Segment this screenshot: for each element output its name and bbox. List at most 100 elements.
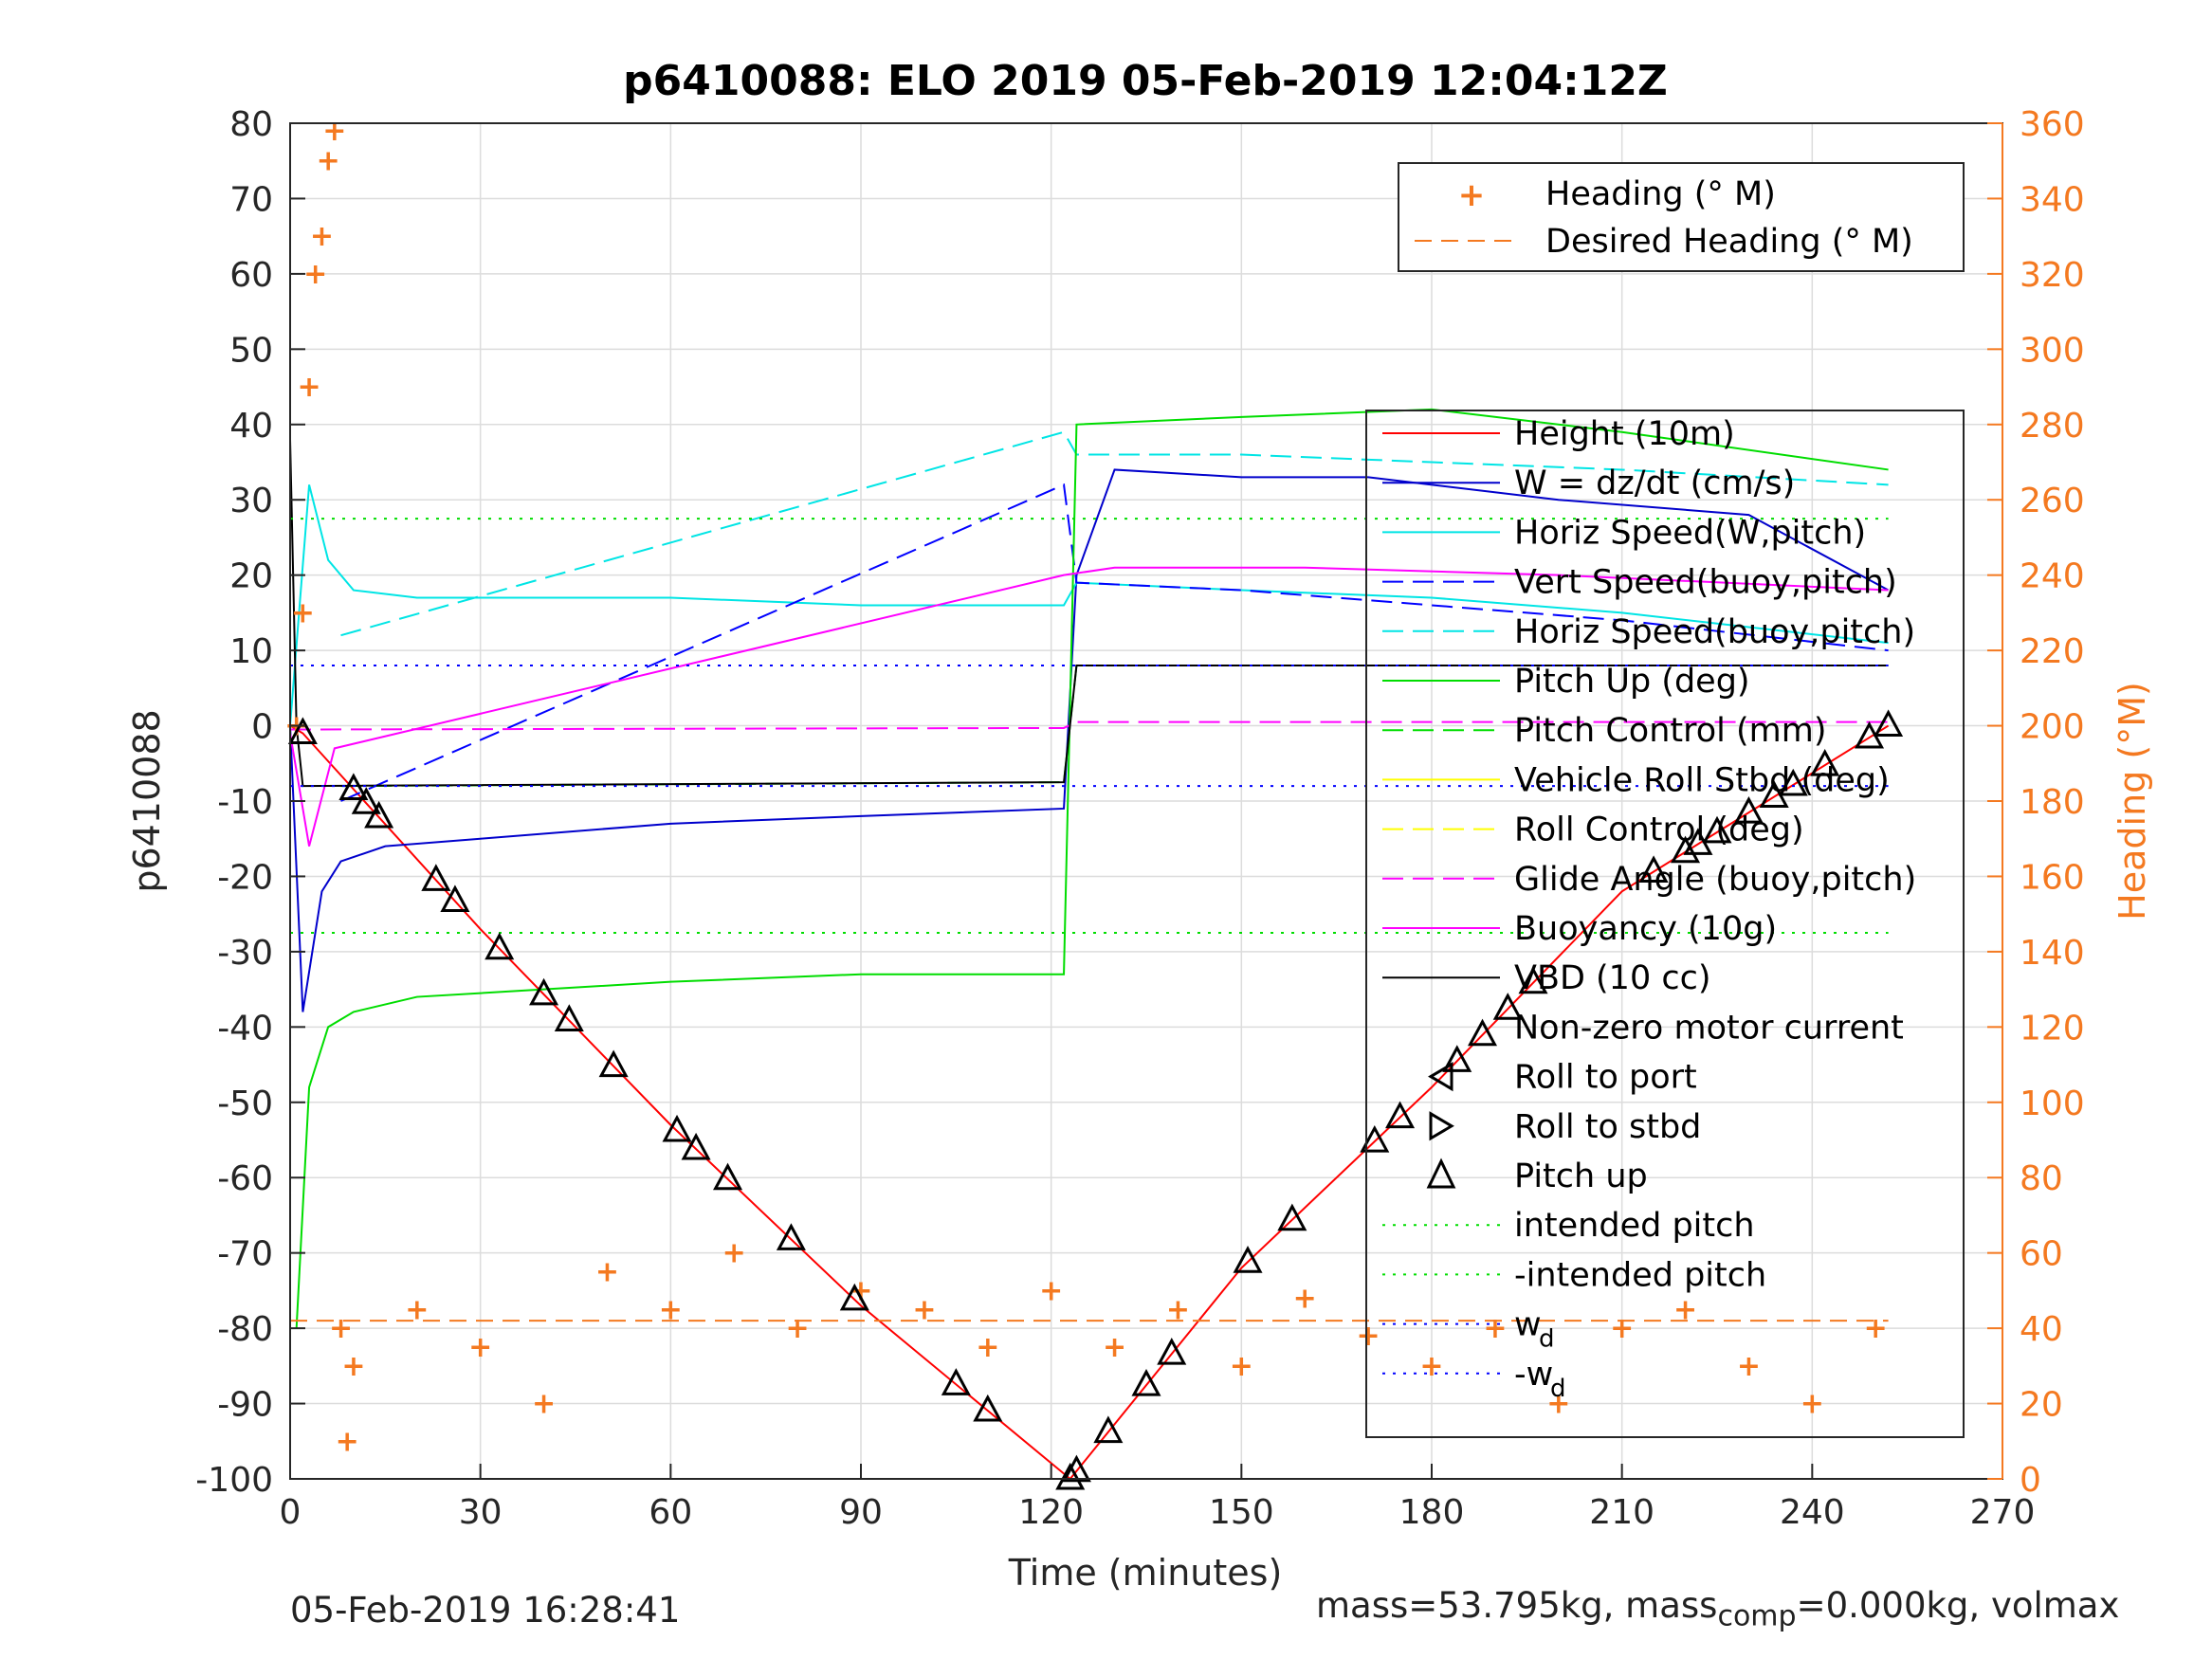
series-pitch-up-deg	[295, 408, 1889, 1329]
legend-desired-heading-label: Desired Heading (° M)	[1545, 223, 1913, 261]
pitch-up-marker	[839, 1283, 869, 1311]
y-tick-label: 60	[229, 256, 273, 295]
pitch-up-marker	[1442, 1045, 1472, 1072]
series-glide-angle-buoy-pitch	[289, 720, 1889, 731]
x-tick-label: 270	[1970, 1493, 2036, 1532]
legend-heading: + Heading (° M) Desired Heading (° M)	[1398, 162, 1965, 272]
heading-point: +	[1610, 1312, 1634, 1345]
legend-vert-speed-buoy-pitch-label: Vert Speed(buoy,pitch)	[1514, 564, 1897, 602]
y2-tick-label: 260	[2020, 482, 2085, 520]
pitch-up-marker	[1778, 768, 1808, 796]
y2-tick-label: 100	[2020, 1085, 2085, 1123]
legend-buoyancy-10g-label: Buoyancy (10g)	[1514, 910, 1777, 948]
series-horiz-speed-buoy-pitch	[340, 430, 1889, 637]
legend-main: Height (10m) W = dz/dt (cm/s) Horiz Speed(…	[1365, 410, 1965, 1438]
pitch-up-marker	[484, 932, 515, 960]
pitch-up-marker	[351, 787, 381, 814]
x-tick-label: 0	[280, 1493, 302, 1532]
heading-point: +	[532, 1388, 556, 1421]
legend-pitch-up-label: Pitch up	[1514, 1158, 1648, 1195]
x-tick-label: 150	[1209, 1493, 1274, 1532]
pitch-up-marker	[1131, 1368, 1161, 1396]
x-tick-label: 210	[1589, 1493, 1654, 1532]
legend-neg-w-d-sub: d	[1550, 1375, 1566, 1403]
y-tick-label: -70	[217, 1235, 273, 1274]
legend-roll-control-deg-label: Roll Control (deg)	[1514, 811, 1804, 849]
heading-point: +	[1039, 1274, 1063, 1307]
pitch-up-marker	[287, 717, 318, 744]
y2-tick-label: 80	[2020, 1159, 2063, 1198]
pitch-up-marker	[598, 1049, 629, 1078]
legend-pitch-up-deg-label: Pitch Up (deg)	[1514, 663, 1750, 701]
legend-roll-to-port-label: Roll to port	[1514, 1059, 1697, 1097]
series-w-dz-dt-cm-s	[289, 468, 1890, 1012]
y-axis-left: 80 70 60 50 40 30 20 10 0 -10 -20 -30 -40 -50 -60 -70 -8…	[195, 105, 305, 1500]
pitch-up-marker	[554, 1004, 584, 1031]
legend-height-10m-label: Height (10m)	[1514, 415, 1735, 453]
legend-pitch-up-swatch	[1426, 1158, 1456, 1189]
pitch-up-marker	[440, 884, 470, 913]
heading-point: +	[341, 1350, 365, 1383]
heading-point: +	[1166, 1293, 1190, 1326]
heading-point: +	[303, 258, 327, 291]
heading-point: +	[1546, 1388, 1570, 1421]
series-buoyancy-10g	[289, 566, 1889, 847]
pitch-up-marker	[776, 1223, 806, 1250]
legend-non-zero-motor-current-label: Non-zero motor current	[1514, 1009, 1904, 1047]
heading-point: +	[1103, 1331, 1126, 1364]
legend-vehicle-roll-stbd-deg-label: Vehicle Roll Stbd (deg)	[1514, 761, 1890, 799]
x-tick-label: 240	[1780, 1493, 1845, 1532]
y-tick-label: -40	[217, 1009, 273, 1048]
pitch-up-marker	[1061, 1454, 1091, 1483]
pitch-up-marker	[1810, 749, 1840, 776]
y-tick-label: -90	[217, 1386, 273, 1425]
pitch-up-marker	[364, 800, 394, 829]
heading-point: +	[336, 1425, 359, 1458]
y2-tick-label: 0	[2020, 1461, 2041, 1500]
pitch-up-marker	[421, 864, 451, 891]
y-axis-right: 3603403203002802602402202001801601401201…	[1987, 105, 2085, 1500]
heading-point: +	[297, 371, 320, 404]
y2-tick-label: 340	[2020, 180, 2085, 219]
pitch-up-marker	[1702, 815, 1732, 844]
heading-point: +	[291, 596, 315, 629]
series-layer: ++++++++++++++++++++++++++++++++++	[284, 115, 1890, 1481]
x-tick-label: 180	[1399, 1493, 1465, 1532]
y2-tick-label: 280	[2020, 407, 2085, 446]
y-tick-label: 0	[251, 708, 273, 747]
heading-point: +	[1357, 1320, 1380, 1353]
legend-heading-label: Heading (° M)	[1545, 175, 1776, 213]
footer-mass-text: mass=53.795kg, mass	[1316, 1585, 1718, 1626]
heading-point: +	[659, 1293, 683, 1326]
legend-roll-to-stbd-label: Roll to stbd	[1514, 1108, 1701, 1146]
legend-horiz-speed-w-pitch-label: Horiz Speed(W,pitch)	[1514, 514, 1866, 552]
series-vert-speed-buoy-pitch	[340, 483, 1889, 802]
pitch-up-marker	[1093, 1415, 1124, 1444]
legend-horiz-speed-buoy-pitch-label: Horiz Speed(buoy,pitch)	[1514, 613, 1915, 651]
y2-tick-label: 20	[2020, 1386, 2063, 1425]
y-tick-label: -100	[195, 1461, 273, 1500]
pitch-up-marker	[1671, 835, 1701, 864]
y-tick-label: 20	[229, 557, 273, 596]
y2-tick-label: 180	[2020, 783, 2085, 822]
heading-point: +	[329, 1312, 353, 1345]
pitch-up-marker	[1467, 1018, 1498, 1047]
legend-glide-angle-buoy-pitch-label: Glide Angle (buoy,pitch)	[1514, 861, 1916, 899]
legend-pitch-control-mm-label: Pitch Control (mm)	[1514, 712, 1826, 750]
pitch-up-marker	[1492, 993, 1523, 1020]
y2-tick-label: 120	[2020, 1009, 2085, 1048]
legend-vbd-10-cc-label: VBD (10 cc)	[1514, 959, 1711, 997]
x-tick-label: 30	[459, 1493, 503, 1532]
chart-title: p6410088: ELO 2019 05-Feb-2019 12:04:12Z	[623, 57, 1668, 105]
pitch-up-marker	[338, 773, 369, 801]
footer-timestamp: 05-Feb-2019 16:28:41	[290, 1590, 681, 1631]
y2-tick-label: 300	[2020, 331, 2085, 370]
pitch-up-marker	[529, 977, 559, 1006]
y-tick-label: 30	[229, 482, 273, 520]
legend-intended-pitch-label: intended pitch	[1514, 1207, 1755, 1245]
heading-point: +	[310, 220, 334, 253]
heading-point: +	[976, 1331, 999, 1364]
pitch-up-marker	[1733, 795, 1764, 824]
footer-mass: mass=53.795kg, masscomp=0.000kg, volmax	[1316, 1585, 2119, 1632]
